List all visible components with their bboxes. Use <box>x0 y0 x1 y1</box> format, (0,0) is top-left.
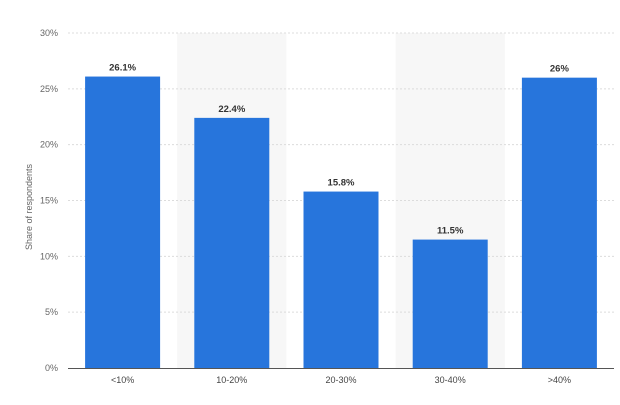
bars <box>85 76 597 369</box>
y-tick-label: 25% <box>40 84 58 94</box>
data-label: 15.8% <box>328 178 355 189</box>
y-tick-label: 20% <box>40 140 58 150</box>
data-label: 22.4% <box>218 104 245 115</box>
y-tick-label: 15% <box>40 196 58 206</box>
bar <box>85 76 161 369</box>
bar <box>412 239 488 368</box>
y-tick-label: 30% <box>40 28 58 38</box>
data-label: 26% <box>550 64 570 75</box>
x-tick-label: 30-40% <box>435 375 466 385</box>
x-tick-label: 10-20% <box>216 375 247 385</box>
x-tick-label: >40% <box>548 375 571 385</box>
y-axis-ticks: 0% 5% 10% 15% 20% 25% 30% <box>40 28 58 373</box>
y-tick-label: 0% <box>45 363 58 373</box>
data-labels: 26.1% 22.4% 15.8% 11.5% 26% <box>109 63 569 237</box>
y-tick-label: 5% <box>45 307 58 317</box>
bar <box>303 191 379 368</box>
bar <box>194 117 270 368</box>
x-tick-label: 20-30% <box>325 375 356 385</box>
bar <box>521 77 597 369</box>
data-label: 11.5% <box>437 226 464 237</box>
x-axis-ticks: <10% 10-20% 20-30% 30-40% >40% <box>111 375 571 385</box>
y-axis-label: Share of respondents <box>24 163 34 250</box>
x-tick-label: <10% <box>111 375 134 385</box>
y-tick-label: 10% <box>40 251 58 261</box>
data-label: 26.1% <box>109 63 136 74</box>
